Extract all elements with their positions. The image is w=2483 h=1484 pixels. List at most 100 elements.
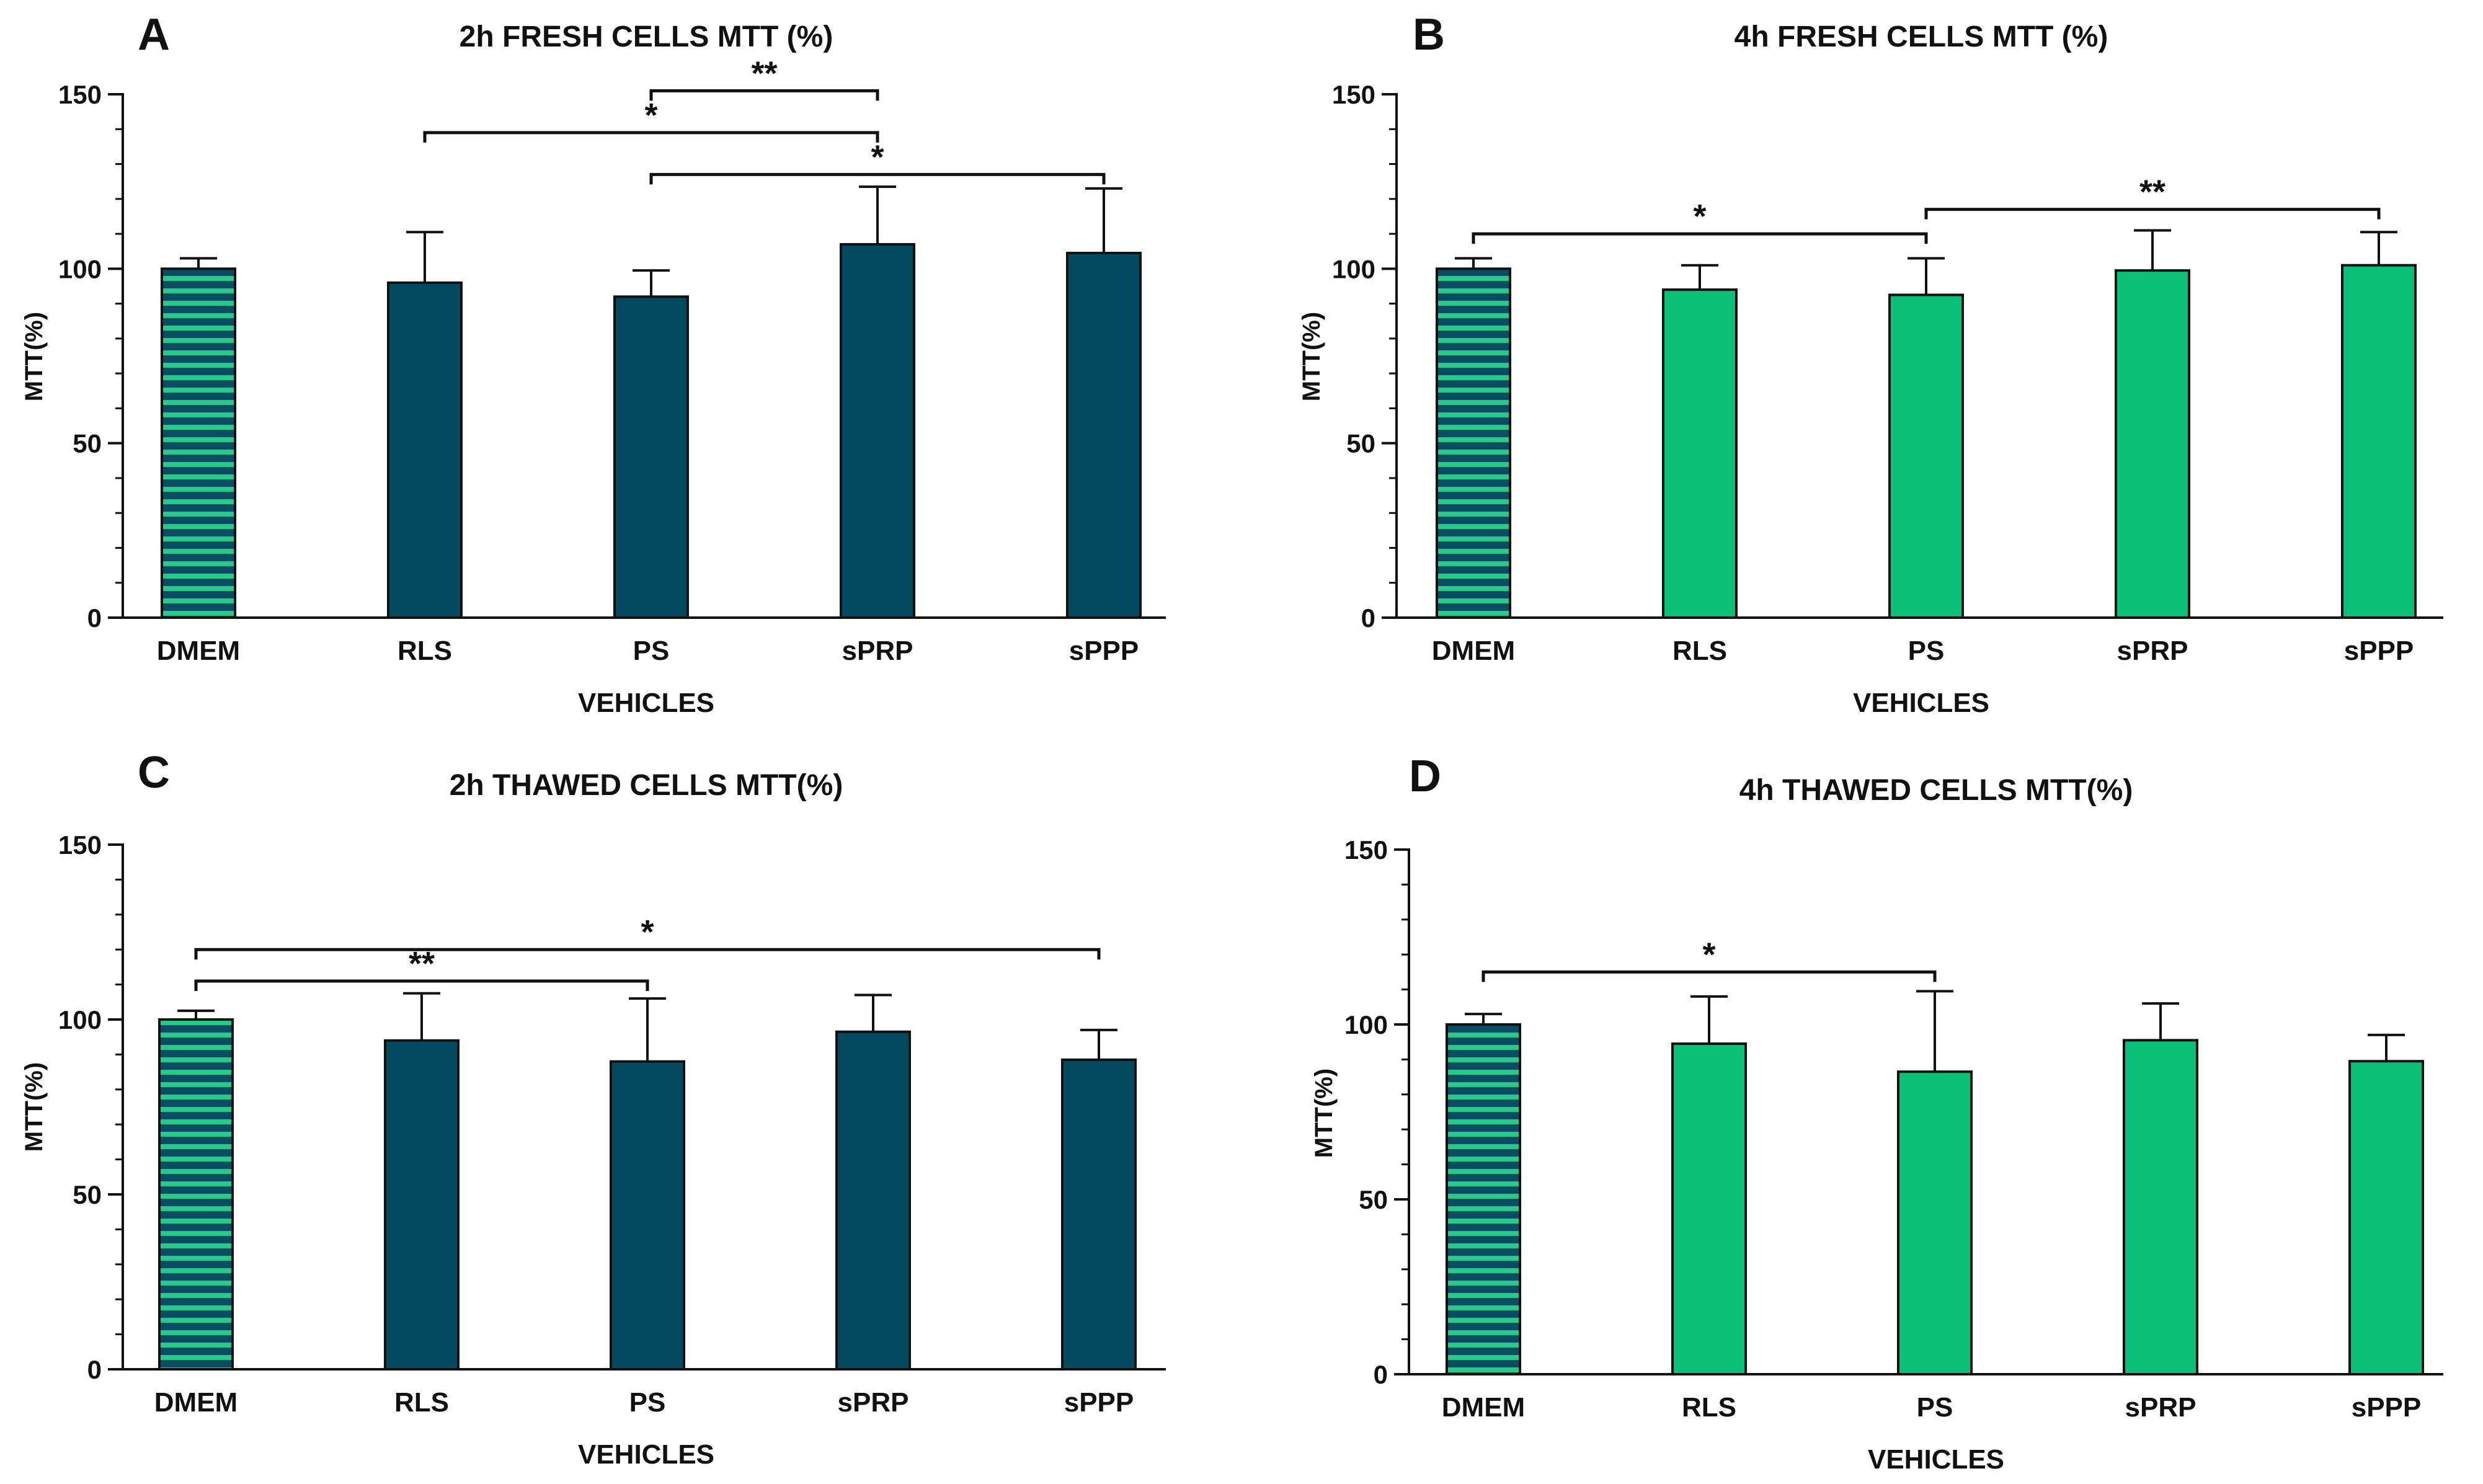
y-axis-label: MTT(%) [1298,312,1325,401]
panel-letter: A [138,10,170,60]
panel-letter: C [138,748,170,798]
significance-bracket: * [423,97,879,143]
bracket-line [649,172,1106,185]
bar-rls [387,281,463,619]
x-tick-label-dmem: DMEM [1432,636,1515,666]
bar-rls [1662,288,1738,619]
x-tick-label-ps: PS [1908,636,1945,666]
bar-dmem [161,267,236,620]
y-tick-label: 100 [58,254,102,283]
x-tick-label-dmem: DMEM [157,636,240,666]
bracket-line [1472,232,1928,244]
bar-dmem [1436,267,1511,620]
bracket-line [1924,208,2381,220]
x-tick-label-dmem: DMEM [1442,1392,1525,1423]
x-tick-label-sprp: sPRP [838,1387,909,1418]
x-tick-label-sprp: sPRP [842,636,913,666]
bar-ps [1897,1070,1973,1375]
x-axis-label: VEHICLES [578,1439,714,1470]
y-tick-label: 100 [1332,254,1375,283]
y-tick-label: 50 [1346,429,1375,458]
x-tick-label-ps: PS [1917,1392,1953,1423]
bar-sppp [1061,1058,1137,1371]
bracket-line [423,131,879,143]
significance-label: * [871,138,884,176]
chart-title: 4h THAWED CELLS MTT(%) [1739,774,2133,807]
plot-area: 0 50 100 150 DMEM RLS PS sPRP sPPP * [1344,835,2443,1423]
significance-label: * [644,97,657,134]
panel-a: A 2h FRESH CELLS MTT (%) MTT(%) VEHICLES… [20,10,1166,718]
x-tick-label-sppp: sPPP [2352,1392,2422,1423]
bar-ps [1888,293,1964,619]
significance-bracket: * [649,138,1106,185]
y-tick-label: 150 [58,80,102,109]
y-tick-label: 50 [73,1180,102,1209]
y-tick-label: 50 [73,429,102,458]
x-tick-label-ps: PS [629,1387,666,1418]
bracket-line [194,948,1101,960]
x-tick-label-dmem: DMEM [154,1387,238,1418]
x-tick-label-rls: RLS [398,636,452,666]
significance-label: * [1702,936,1715,973]
x-axis-label: VEHICLES [578,688,714,718]
significance-bracket: ** [649,55,879,101]
bracket-line [194,979,649,991]
significance-label: * [641,913,654,951]
bar-sppp [2341,264,2417,619]
significance-label: ** [409,945,435,982]
x-tick-label-sprp: sPRP [2125,1392,2196,1423]
x-tick-label-rls: RLS [394,1387,449,1418]
chart-title: 2h THAWED CELLS MTT(%) [450,769,843,802]
x-axis-label: VEHICLES [1853,688,1989,718]
y-tick-label: 100 [58,1005,102,1034]
x-tick-label-sppp: sPPP [2344,636,2414,666]
x-tick-label-sprp: sPRP [2117,636,2188,666]
significance-bracket: ** [1924,174,2381,220]
bar-sprp [835,1030,911,1371]
y-tick-label: 150 [1332,80,1375,109]
bar-sprp [2115,269,2190,619]
y-tick-label: 100 [1344,1010,1388,1039]
bar-rls [384,1039,460,1371]
significance-label: * [1693,198,1706,235]
y-tick-label: 150 [58,830,102,860]
bar-sppp [2348,1060,2424,1375]
y-axis-label: MTT(%) [1310,1069,1338,1158]
bar-ps [610,1060,685,1371]
x-tick-label-rls: RLS [1672,636,1727,666]
y-axis-label: MTT(%) [20,312,48,401]
significance-label: ** [751,55,777,92]
x-axis-label: VEHICLES [1868,1444,2004,1475]
bar-sppp [1066,252,1142,620]
bar-sprp [2123,1039,2198,1375]
bar-sprp [840,242,915,619]
panel-letter: D [1409,752,1441,801]
x-tick-label-ps: PS [633,636,670,666]
y-tick-label: 0 [87,603,102,633]
x-tick-label-sppp: sPPP [1064,1387,1134,1418]
panel-b: B 4h FRESH CELLS MTT (%) MTT(%) VEHICLES… [1298,10,2443,718]
panel-c: C 2h THAWED CELLS MTT(%) MTT(%) VEHICLES… [20,748,1166,1470]
y-tick-label: 50 [1359,1185,1388,1214]
x-tick-label-sppp: sPPP [1069,636,1139,666]
bracket-line [649,89,879,101]
panel-letter: B [1413,10,1445,60]
significance-label: ** [2139,174,2165,211]
chart-title: 2h FRESH CELLS MTT (%) [460,20,833,53]
bar-dmem [1446,1023,1521,1375]
y-tick-label: 0 [1374,1360,1388,1389]
significance-bracket: * [194,913,1101,960]
bracket-line [1481,970,1937,982]
chart-title: 4h FRESH CELLS MTT (%) [1735,20,2108,53]
significance-bracket: ** [194,945,649,991]
bar-ps [613,295,689,619]
y-tick-label: 0 [87,1355,102,1384]
bar-dmem [158,1018,234,1371]
y-tick-label: 0 [1361,603,1375,633]
significance-bracket: * [1481,936,1937,982]
